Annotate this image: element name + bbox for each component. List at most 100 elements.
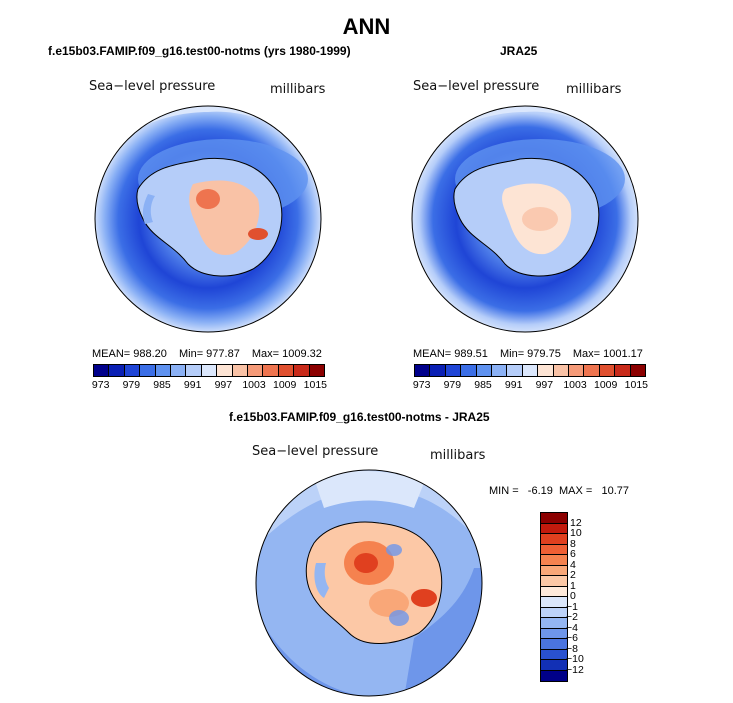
model-mean: MEAN= 988.20	[92, 348, 167, 360]
diff-minmax: MIN = -6.19 MAX = 10.77	[489, 485, 630, 497]
model-variable-label: Sea−level pressure	[89, 79, 216, 94]
model-stats: MEAN= 988.20 Min= 977.87 Max= 1009.32	[92, 348, 322, 360]
colorbar-tick-label: 979	[443, 379, 462, 391]
obs-variable-label: Sea−level pressure	[413, 79, 540, 94]
colorbar-box	[553, 365, 570, 376]
model-panel-title: f.e15b03.FAMIP.f09_g16.test00-notms (yrs…	[48, 44, 351, 58]
colorbar-box	[569, 365, 585, 376]
model-units-label: millibars	[270, 82, 326, 97]
colorbar-tick-label: 1003	[563, 379, 587, 391]
colorbar-box	[217, 365, 233, 376]
model-polar-map	[94, 105, 322, 333]
colorbar-tick-label: 979	[122, 379, 141, 391]
colorbar-tick-label: 1009	[272, 379, 297, 391]
diff-colorbar	[540, 512, 568, 682]
figure-title: ANN	[342, 14, 391, 39]
colorbar-tick-label: 985	[474, 379, 492, 391]
obs-polar-map	[411, 105, 639, 333]
diff-colorbar-tick-label: 1	[570, 579, 576, 592]
model-max: Max= 1009.32	[251, 348, 322, 360]
obs-colorbar-labels: 973 979 985 991 997 1003 1009 1015	[412, 379, 648, 393]
diff-variable-label: Sea−level pressure	[252, 444, 379, 459]
diff-colorbar-tick-label: −6	[566, 632, 578, 644]
diff-colorbar-box	[541, 649, 567, 660]
colorbar-box	[171, 365, 187, 376]
colorbar-box	[248, 365, 264, 376]
colorbar-box	[522, 365, 539, 376]
diff-colorbar-box	[541, 513, 567, 524]
diff-polar-map	[255, 469, 483, 697]
colorbar-tick-label: 1003	[242, 379, 266, 391]
colorbar-box	[294, 365, 310, 376]
diff-colorbar-tick-label: −12	[566, 663, 584, 676]
colorbar-tick-label: 991	[183, 379, 202, 391]
colorbar-tick-label: 997	[535, 379, 554, 391]
colorbar-box	[430, 365, 446, 376]
diff-colorbar-box	[541, 544, 567, 555]
diff-colorbar-tick-label: 0	[570, 590, 576, 602]
colorbar-box	[263, 365, 279, 376]
diff-colorbar-tick-label: −10	[566, 653, 584, 665]
diff-colorbar-tick-label: 6	[570, 548, 576, 560]
obs-stats: MEAN= 989.51 Min= 979.75 Max= 1001.17	[413, 348, 643, 360]
diff-colorbar-tick-label: −2	[566, 611, 578, 623]
model-colorbar	[93, 364, 325, 377]
colorbar-box	[124, 365, 141, 376]
diff-colorbar-box	[541, 555, 567, 566]
diff-colorbar-box	[541, 618, 567, 629]
colorbar-box	[492, 365, 508, 376]
obs-min: Min= 979.75	[499, 348, 561, 360]
colorbar-tick-label: 985	[153, 379, 171, 391]
colorbar-tick-label: 1015	[624, 379, 649, 391]
diff-colorbar-tick-label: 4	[570, 558, 576, 571]
diff-colorbar-tick-label: −8	[566, 642, 578, 655]
colorbar-box	[599, 365, 616, 376]
diff-units-label: millibars	[430, 448, 486, 463]
diff-panel-title: f.e15b03.FAMIP.f09_g16.test00-notms - JR…	[229, 410, 490, 424]
diff-colorbar-box	[541, 586, 567, 597]
colorbar-box	[461, 365, 477, 376]
diff-colorbar-box	[541, 660, 567, 671]
colorbar-box	[615, 365, 631, 376]
colorbar-box	[232, 365, 249, 376]
obs-mean: MEAN= 989.51	[413, 348, 488, 360]
diff-colorbar-box	[541, 576, 567, 587]
obs-panel-title: JRA25	[500, 44, 538, 58]
diff-colorbar-labels: 12 10 8 6 4 2 1 0 −1 −2 −4 −6 −8 −10 −12	[566, 512, 610, 692]
colorbar-box	[155, 365, 172, 376]
colorbar-box	[538, 365, 554, 376]
model-colorbar-labels: 973 979 985 991 997 1003 1009 1015	[91, 379, 327, 393]
colorbar-box	[445, 365, 462, 376]
diff-colorbar-box	[541, 628, 567, 639]
diff-colorbar-box	[541, 607, 567, 618]
colorbar-box	[109, 365, 125, 376]
colorbar-box	[309, 365, 325, 376]
colorbar-box	[415, 365, 431, 376]
colorbar-box	[630, 365, 646, 376]
diff-colorbar-tick-label: −4	[566, 621, 578, 634]
colorbar-box	[278, 365, 295, 376]
diff-colorbar-tick-label: 8	[570, 537, 576, 550]
colorbar-tick-label: 1009	[593, 379, 618, 391]
diff-colorbar-tick-label: 12	[570, 516, 582, 529]
colorbar-tick-label: 991	[504, 379, 523, 391]
colorbar-box	[201, 365, 218, 376]
diff-colorbar-box	[541, 639, 567, 650]
colorbar-tick-label: 973	[412, 379, 431, 391]
colorbar-box	[94, 365, 110, 376]
diff-colorbar-box	[541, 597, 567, 608]
obs-max: Max= 1001.17	[572, 348, 643, 360]
diff-colorbar-box	[541, 565, 567, 576]
diff-colorbar-box	[541, 670, 567, 681]
colorbar-box	[507, 365, 523, 376]
obs-colorbar	[414, 364, 646, 377]
diff-colorbar-box	[541, 534, 567, 545]
colorbar-box	[476, 365, 493, 376]
colorbar-tick-label: 1015	[303, 379, 328, 391]
colorbar-tick-label: 973	[91, 379, 110, 391]
diff-colorbar-tick-label: 2	[570, 569, 576, 581]
colorbar-tick-label: 997	[214, 379, 233, 391]
model-min: Min= 977.87	[178, 348, 240, 360]
colorbar-box	[584, 365, 600, 376]
colorbar-box	[186, 365, 202, 376]
